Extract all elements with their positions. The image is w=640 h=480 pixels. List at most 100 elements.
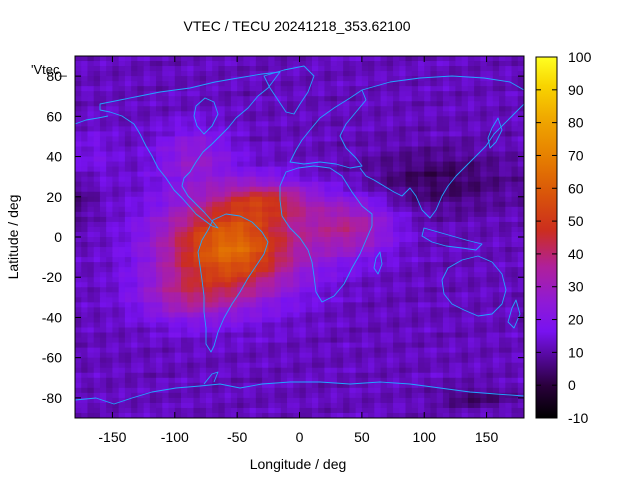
heat-cell xyxy=(324,267,332,273)
heat-cell xyxy=(368,342,375,349)
heat-cell xyxy=(368,327,375,334)
heat-cell xyxy=(343,231,350,238)
heat-cell xyxy=(218,397,226,404)
heat-cell xyxy=(131,141,138,148)
heat-cell xyxy=(480,166,488,173)
heat-cell xyxy=(492,372,500,379)
heat-cell xyxy=(230,186,238,193)
heat-cell xyxy=(205,101,213,107)
heat-cell xyxy=(330,131,338,138)
heat-cell xyxy=(106,71,114,77)
heat-cell xyxy=(162,272,170,278)
heat-cell xyxy=(280,201,288,208)
heat-cell xyxy=(455,171,463,178)
heat-cell xyxy=(492,272,500,278)
heat-cell xyxy=(93,106,101,112)
heat-cell xyxy=(75,362,82,369)
heat-cell xyxy=(336,226,344,233)
heat-cell xyxy=(386,252,394,258)
heat-cell xyxy=(181,252,188,258)
heat-cell xyxy=(330,347,338,354)
heat-cell xyxy=(168,297,176,303)
heat-cell xyxy=(218,81,226,87)
heat-cell xyxy=(436,101,444,107)
heat-cell xyxy=(480,106,488,112)
heat-cell xyxy=(343,277,350,283)
heat-cell xyxy=(280,387,288,394)
heat-cell xyxy=(486,302,494,308)
heat-cell xyxy=(430,91,438,97)
heat-cell xyxy=(249,272,257,278)
heat-cell xyxy=(424,201,432,208)
heat-cell xyxy=(517,76,524,82)
heat-cell xyxy=(368,86,375,92)
heat-cell xyxy=(318,252,326,258)
heat-cell xyxy=(305,231,313,238)
heat-cell xyxy=(237,372,244,379)
heat-cell xyxy=(137,191,145,198)
heat-cell xyxy=(467,86,475,92)
heat-cell xyxy=(305,392,313,399)
heat-cell xyxy=(380,317,388,324)
heat-cell xyxy=(212,211,220,218)
heat-cell xyxy=(224,81,232,87)
heat-cell xyxy=(393,257,400,263)
heat-cell xyxy=(181,332,188,339)
heat-cell xyxy=(87,91,95,97)
heat-cell xyxy=(343,382,350,389)
heat-cell xyxy=(249,226,257,233)
heat-cell xyxy=(486,267,494,273)
heat-cell xyxy=(405,392,413,399)
heat-cell xyxy=(87,86,95,92)
heat-cell xyxy=(405,357,413,364)
heat-cell xyxy=(299,111,307,117)
heat-cell xyxy=(75,332,82,339)
heat-cell xyxy=(143,332,151,339)
heat-cell xyxy=(386,111,394,117)
heat-cell xyxy=(299,61,307,67)
heat-cell xyxy=(492,362,500,369)
heat-cell xyxy=(330,297,338,303)
heat-cell xyxy=(137,126,145,133)
heat-cell xyxy=(199,151,207,158)
heat-cell xyxy=(162,382,170,389)
heat-cell xyxy=(224,141,232,148)
heat-cell xyxy=(417,76,425,82)
heat-cell xyxy=(124,312,132,319)
heat-cell xyxy=(311,257,319,263)
heat-cell xyxy=(218,342,226,349)
heat-cell xyxy=(149,181,157,188)
heat-cell xyxy=(486,71,494,77)
heat-cell xyxy=(467,367,475,374)
heat-cell xyxy=(118,191,126,198)
heat-cell xyxy=(492,216,500,223)
heat-cell xyxy=(106,317,114,324)
heat-cell xyxy=(230,81,238,87)
heat-cell xyxy=(492,347,500,354)
heat-cell xyxy=(262,211,269,218)
heat-cell xyxy=(399,211,407,218)
heat-cell xyxy=(137,347,145,354)
heat-cell xyxy=(124,121,132,127)
heat-cell xyxy=(417,397,425,404)
heat-cell xyxy=(480,81,488,87)
heat-cell xyxy=(386,91,394,97)
heat-cell xyxy=(237,136,244,143)
heat-cell xyxy=(230,206,238,213)
heat-cell xyxy=(386,216,394,223)
heat-cell xyxy=(411,277,419,283)
heat-cell xyxy=(274,277,282,283)
heat-cell xyxy=(299,81,307,87)
heat-cell xyxy=(474,61,481,67)
heat-cell xyxy=(293,171,301,178)
heat-cell xyxy=(280,332,288,339)
heat-cell xyxy=(87,377,95,384)
heat-cell xyxy=(106,357,114,364)
heat-cell xyxy=(212,56,220,62)
heat-cell xyxy=(324,161,332,168)
heat-cell xyxy=(343,357,350,364)
heat-cell xyxy=(87,382,95,389)
heat-cell xyxy=(318,216,326,223)
heat-cell xyxy=(205,377,213,384)
heat-cell xyxy=(255,292,263,298)
